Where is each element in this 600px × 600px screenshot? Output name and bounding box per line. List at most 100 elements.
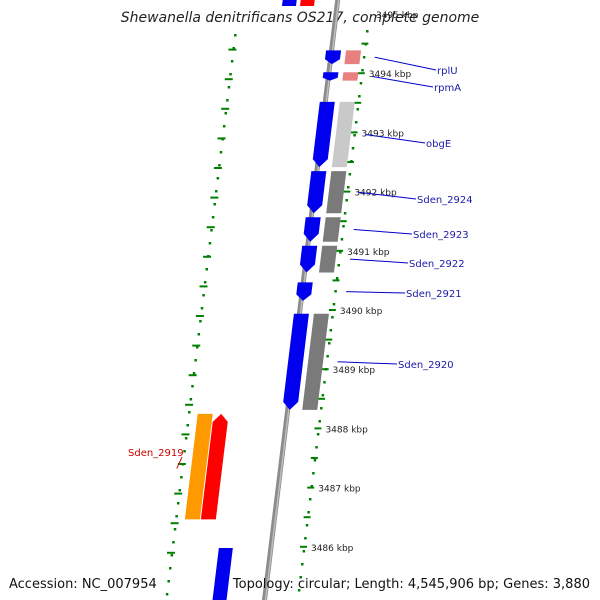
scale-dot: [299, 576, 302, 579]
scale-dot: [329, 329, 333, 332]
scale-dot: [194, 359, 197, 362]
scale-dot: [167, 580, 170, 583]
scale-dot: [234, 34, 237, 37]
feature-label-Sden_2921: Sden_2921: [406, 289, 462, 300]
scale-dot: [213, 203, 216, 206]
scale-dot: [310, 485, 314, 488]
scale-dot: [183, 450, 186, 453]
leader-Sden_2923: [353, 228, 413, 235]
scale-dot: [345, 199, 348, 202]
map-title: Shewanella denitrificans OS217, complete…: [120, 10, 480, 26]
feature-gene-rplU: [344, 50, 362, 65]
scale-dot: [232, 47, 235, 50]
scale-dot: [312, 472, 315, 475]
scale-dot: [323, 381, 326, 384]
feature-cds-Sden_2923: [303, 217, 321, 242]
scale-dot: [334, 290, 337, 293]
scale-dot: [200, 307, 204, 310]
scale-dot: [178, 489, 182, 492]
tick-label-3491: 3491 kbp: [347, 248, 390, 258]
feature-cds-Sden_2921: [296, 282, 313, 301]
leader-Sden_2920: [337, 361, 398, 365]
feature-gene-obgE: [331, 101, 355, 168]
scale-dot: [210, 229, 213, 232]
tick-label-3493: 3493 kbp: [362, 129, 405, 139]
scale-dot: [356, 108, 360, 111]
scale-dot: [175, 515, 178, 518]
feature-gene-Sden_2924: [326, 171, 347, 214]
scale-dot: [219, 151, 223, 154]
scale-dot: [347, 186, 350, 189]
scale-dot: [297, 589, 301, 592]
tick-label-3492: 3492 kbp: [354, 189, 397, 199]
feature-label-rplU: rplU: [437, 66, 458, 77]
scale-dot: [337, 264, 340, 267]
scale-dot: [188, 411, 191, 414]
scale-dot: [215, 190, 218, 193]
scale-dot: [318, 420, 321, 423]
feature-cds-rplU: [324, 50, 342, 65]
leader-Sden_2921: [346, 291, 406, 294]
feature-cds-obgE: [312, 101, 335, 168]
feature-gene-Sden_2923: [322, 217, 341, 242]
scale-dot: [218, 164, 221, 167]
scale-dot: [361, 69, 364, 72]
scale-dot: [321, 394, 325, 397]
leader-obgE: [365, 133, 426, 144]
scale-dot: [227, 86, 231, 89]
feature-gene-partial: [299, 0, 315, 6]
scale-dot: [307, 511, 310, 514]
feature-label-Sden_2919: Sden_2919: [128, 448, 184, 459]
leader-Sden_2922: [350, 258, 409, 264]
feature-gene-rpmA: [342, 72, 359, 81]
scale-dot: [348, 173, 352, 176]
scale-dot: [205, 268, 208, 271]
feature-label-Sden_2920: Sden_2920: [398, 360, 454, 371]
leader-Sden_2919: [176, 456, 183, 469]
scale-dot: [229, 73, 232, 76]
scale-dot: [226, 99, 229, 102]
feature-label-Sden_2924: Sden_2924: [417, 195, 473, 206]
scale-dot: [362, 56, 366, 59]
scale-dot: [211, 216, 215, 219]
scale-dot: [176, 502, 180, 505]
feature-cds-Sden_2920: [283, 313, 309, 410]
scale-dot: [320, 407, 323, 410]
scale-dot: [327, 342, 331, 345]
scale-dot: [326, 355, 329, 358]
feature-cds-Sden_2919: [200, 413, 228, 520]
scale-dot: [165, 593, 169, 596]
scale-dot: [332, 303, 336, 306]
scale-dot: [172, 541, 175, 544]
scale-dot: [343, 212, 347, 215]
scale-dot: [354, 121, 358, 124]
feature-cds-partial: [212, 548, 233, 600]
scale-dot: [197, 333, 201, 336]
tick-label-3488: 3488 kbp: [325, 425, 368, 435]
scale-dot: [195, 346, 199, 349]
tick-label-3494: 3494 kbp: [369, 70, 412, 80]
feature-gene-Sden_2920: [302, 313, 329, 410]
scale-dot: [342, 225, 345, 228]
tick-label-3487: 3487 kbp: [318, 485, 361, 495]
genome-summary: Topology: circular; Length: 4,545,906 bp…: [232, 577, 590, 592]
feature-cds-Sden_2924: [307, 171, 327, 214]
feature-cds-partial: [281, 0, 297, 6]
scale-dot: [191, 385, 194, 388]
tick-label-3495: 3495 kbp: [376, 11, 419, 21]
scale-dot: [316, 433, 320, 436]
feature-cds-Sden_2922: [299, 245, 318, 273]
tick-label-3489: 3489 kbp: [333, 366, 376, 376]
scale-dot: [304, 537, 307, 540]
tick-label-3486: 3486 kbp: [311, 544, 354, 554]
feature-label-rpmA: rpmA: [434, 83, 461, 94]
scale-dot: [301, 563, 304, 566]
scale-dot: [340, 238, 344, 241]
scale-dot: [302, 550, 306, 553]
scale-dot: [208, 242, 212, 245]
scale-dot: [315, 446, 318, 449]
scale-dot: [203, 281, 207, 284]
leader-rplU: [374, 56, 437, 71]
accession-label: Accession: NC_007954: [9, 577, 157, 592]
scale-dot: [199, 320, 202, 323]
